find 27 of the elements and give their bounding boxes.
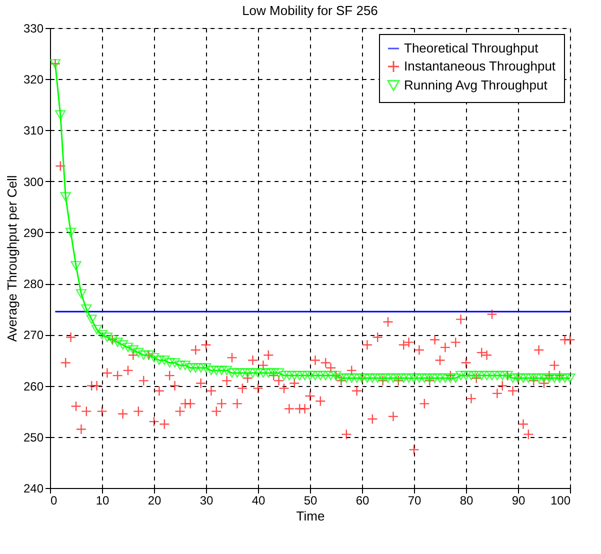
y-tick-label: 260 (23, 379, 44, 394)
x-tick-label: 0 (50, 494, 58, 508)
y-tick-label: 270 (23, 328, 44, 342)
y-tick-label: 310 (23, 124, 44, 138)
y-tick-label: 300 (23, 174, 44, 189)
y-tick-label: 330 (23, 22, 44, 36)
y-tick-label: 290 (23, 226, 44, 240)
y-axis-title: Average Throughput per Cell (4, 175, 20, 342)
x-tick-label: 40 (252, 494, 266, 508)
y-tick-label: 240 (23, 482, 44, 496)
x-tick-label: 30 (200, 494, 214, 508)
x-tick-label: 90 (512, 494, 526, 508)
legend-label: Running Avg Throughput (404, 78, 548, 92)
y-tick-label: 320 (23, 72, 44, 87)
x-tick-label: 20 (148, 494, 162, 508)
legend-label: Instantaneous Throughput (404, 58, 556, 74)
x-tick-label: 10 (96, 494, 110, 508)
x-tick-label: 60 (356, 494, 370, 508)
legend-label: Theoretical Throughput (404, 40, 539, 56)
x-tick-label: 100 (550, 494, 571, 508)
x-axis-title: Time (296, 508, 325, 524)
x-tick-label: 80 (460, 494, 474, 508)
y-tick-label: 250 (23, 430, 44, 444)
chart-title: Low Mobility for SF 256 (242, 3, 378, 18)
x-tick-label: 50 (304, 494, 318, 508)
y-tick-label: 280 (23, 277, 44, 292)
x-tick-label: 70 (408, 494, 422, 508)
